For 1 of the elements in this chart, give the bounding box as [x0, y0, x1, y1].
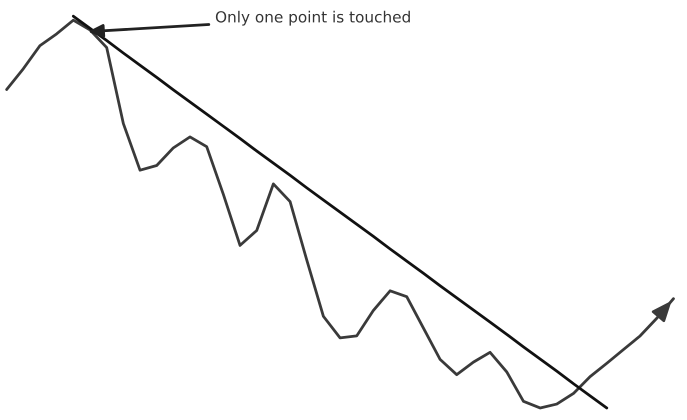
annotation: Only one point is touched: [216, 10, 410, 26]
